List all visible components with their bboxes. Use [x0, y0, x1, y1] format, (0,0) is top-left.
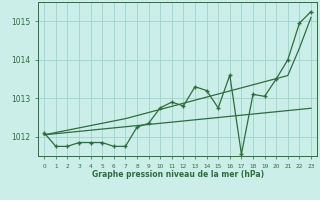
X-axis label: Graphe pression niveau de la mer (hPa): Graphe pression niveau de la mer (hPa) [92, 170, 264, 179]
